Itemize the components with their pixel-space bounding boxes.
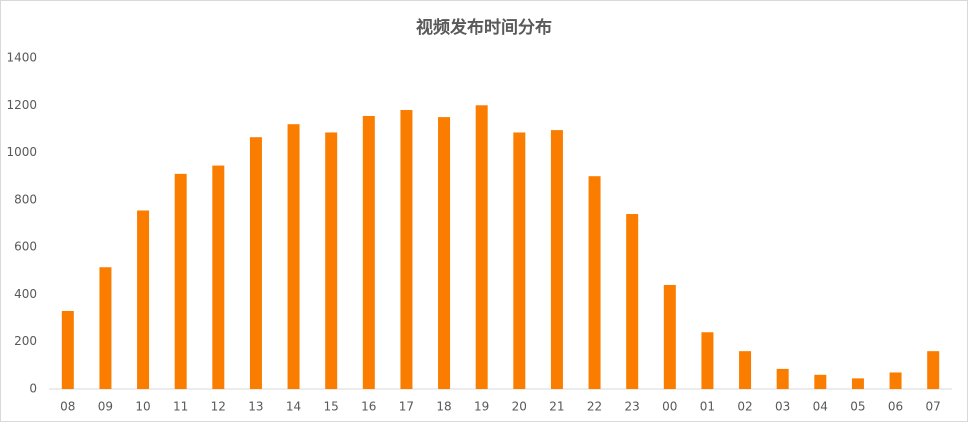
x-tick-label: 07	[926, 400, 941, 414]
bar	[588, 176, 601, 389]
bar	[99, 267, 112, 389]
x-tick-label: 19	[474, 400, 489, 414]
x-tick-label: 05	[850, 400, 865, 414]
x-tick-label: 09	[98, 400, 113, 414]
x-tick-label: 01	[700, 400, 715, 414]
y-tick-label: 600	[14, 240, 37, 254]
bar	[400, 110, 413, 389]
x-tick-label: 18	[436, 400, 451, 414]
x-tick-label: 21	[549, 400, 564, 414]
bar	[137, 210, 150, 389]
bar	[550, 130, 563, 389]
bar	[61, 310, 74, 389]
x-tick-label: 14	[286, 400, 301, 414]
x-tick-label: 06	[888, 400, 903, 414]
bar	[287, 124, 300, 389]
bar	[776, 368, 789, 389]
x-tick-label: 04	[813, 400, 828, 414]
x-tick-label: 13	[248, 400, 263, 414]
y-tick-label: 400	[14, 287, 37, 301]
bar	[739, 351, 752, 389]
x-tick-label: 15	[324, 400, 339, 414]
y-tick-label: 1200	[6, 98, 37, 112]
bar	[174, 173, 187, 389]
chart-title: 视频发布时间分布	[416, 17, 552, 38]
x-tick-label: 23	[625, 400, 640, 414]
bar	[325, 132, 338, 389]
bar	[701, 332, 714, 389]
bar	[438, 117, 451, 389]
x-tick-label: 12	[211, 400, 226, 414]
x-tick-label: 08	[60, 400, 75, 414]
bar	[513, 132, 526, 389]
x-tick-label: 00	[662, 400, 677, 414]
bar	[212, 165, 225, 389]
y-tick-label: 0	[29, 382, 37, 396]
y-tick-label: 800	[14, 192, 37, 206]
bar	[626, 214, 639, 389]
bar	[889, 372, 902, 389]
y-tick-label: 1400	[6, 51, 37, 65]
x-tick-label: 20	[512, 400, 527, 414]
x-tick-label: 16	[361, 400, 376, 414]
bar	[927, 351, 940, 389]
bar	[475, 105, 488, 390]
x-tick-label: 03	[775, 400, 790, 414]
y-tick-label: 1000	[6, 145, 37, 159]
x-tick-label: 10	[135, 400, 150, 414]
y-tick-label: 200	[14, 334, 37, 348]
x-tick-label: 22	[587, 400, 602, 414]
x-tick-label: 11	[173, 400, 188, 414]
bar	[249, 137, 262, 389]
x-tick-label: 02	[737, 400, 752, 414]
bar	[663, 284, 676, 389]
bar	[851, 378, 864, 389]
bar	[362, 115, 375, 390]
x-tick-label: 17	[399, 400, 414, 414]
bar	[814, 374, 827, 389]
